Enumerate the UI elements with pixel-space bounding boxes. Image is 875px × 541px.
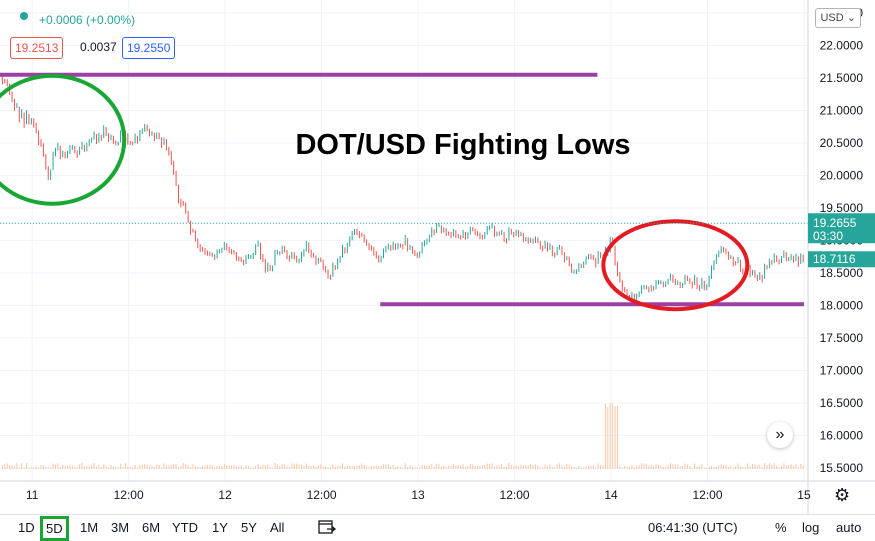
x-tick-label: 12:00 <box>692 488 722 502</box>
y-tick-label: 22.0000 <box>820 39 864 53</box>
x-tick-label: 12:00 <box>500 488 530 502</box>
y-tick-label: 16.5000 <box>820 396 864 410</box>
utc-clock[interactable]: 06:41:30 (UTC) <box>648 520 738 535</box>
y-tick-label: 21.0000 <box>820 104 864 118</box>
currency-selector[interactable]: USD ⌄ <box>815 8 861 28</box>
timeframe-3m[interactable]: 3M <box>111 520 130 535</box>
timeframe-6m[interactable]: 6M <box>142 520 161 535</box>
log-toggle[interactable]: log <box>802 520 820 535</box>
timeframe-all[interactable]: All <box>270 520 285 535</box>
chevron-down-icon: ⌄ <box>846 12 856 24</box>
x-tick-label: 13 <box>411 488 425 502</box>
countdown-value: 03:30 <box>813 229 843 243</box>
y-tick-label: 16.0000 <box>820 429 864 443</box>
ask-price[interactable]: 19.2550 <box>122 37 176 59</box>
green-circle-annotation <box>0 73 127 206</box>
bottom-toolbar: 1D 5D 1M 3M 6M YTD 1Y 5Y All 06:41:30 (U… <box>0 514 875 541</box>
y-tick-label: 19.5000 <box>820 201 864 215</box>
x-tick-label: 12:00 <box>114 488 144 502</box>
x-tick-label: 11 <box>26 488 39 502</box>
last-price-value: 18.7116 <box>813 252 856 266</box>
y-tick-label: 15.5000 <box>820 461 864 475</box>
timeframe-1y[interactable]: 1Y <box>212 520 228 535</box>
bid-price[interactable]: 19.2513 <box>10 37 64 59</box>
price-chart[interactable]: 22.500022.000021.500021.000020.500020.00… <box>0 0 875 514</box>
timeframe-5d[interactable]: 5D <box>40 516 69 541</box>
volume-bars <box>1 403 804 469</box>
percent-toggle[interactable]: % <box>775 520 787 535</box>
chart-title: DOT/USD Fighting Lows <box>295 129 630 161</box>
x-tick-label: 15 <box>797 488 811 502</box>
overlays <box>0 72 808 312</box>
timeframe-5y[interactable]: 5Y <box>241 520 257 535</box>
current-price-value: 19.2655 <box>813 216 857 230</box>
timeframe-ytd[interactable]: YTD <box>172 520 198 535</box>
last-price-tag <box>808 251 875 268</box>
price-axis[interactable]: 22.500022.000021.500021.000020.500020.00… <box>807 0 875 514</box>
candles <box>1 76 804 303</box>
x-tick-label: 12:00 <box>307 488 337 502</box>
price-change: +0.0006 (+0.00%) <box>39 13 136 27</box>
settings-gear-icon[interactable]: ⚙ <box>834 485 851 505</box>
status-dot-icon <box>20 12 28 20</box>
current-price-tag <box>808 213 875 244</box>
y-tick-label: 18.0000 <box>820 299 864 313</box>
timeframe-1d[interactable]: 1D <box>18 520 35 535</box>
currency-label: USD <box>820 12 844 24</box>
y-tick-label: 17.0000 <box>820 364 864 378</box>
y-tick-label: 17.5000 <box>820 331 864 345</box>
spread-value: 0.0037 <box>80 40 117 54</box>
scroll-to-realtime-button[interactable]: » <box>767 422 793 448</box>
x-tick-label: 14 <box>604 488 618 502</box>
double-chevron-right-icon: » <box>775 426 785 443</box>
y-tick-label: 20.5000 <box>820 136 864 150</box>
y-tick-label: 21.5000 <box>820 71 864 85</box>
y-tick-label: 18.5000 <box>820 266 864 280</box>
x-tick-label: 12 <box>218 488 232 502</box>
auto-toggle[interactable]: auto <box>836 520 862 535</box>
date-range-icon[interactable] <box>318 519 336 535</box>
red-circle-annotation <box>601 219 750 312</box>
y-tick-label: 20.0000 <box>820 169 864 183</box>
timeframe-1m[interactable]: 1M <box>80 520 99 535</box>
time-axis[interactable]: 11 12:00 12 12:00 13 12:00 14 12:00 15 <box>0 480 875 502</box>
grid-lines <box>0 0 808 481</box>
